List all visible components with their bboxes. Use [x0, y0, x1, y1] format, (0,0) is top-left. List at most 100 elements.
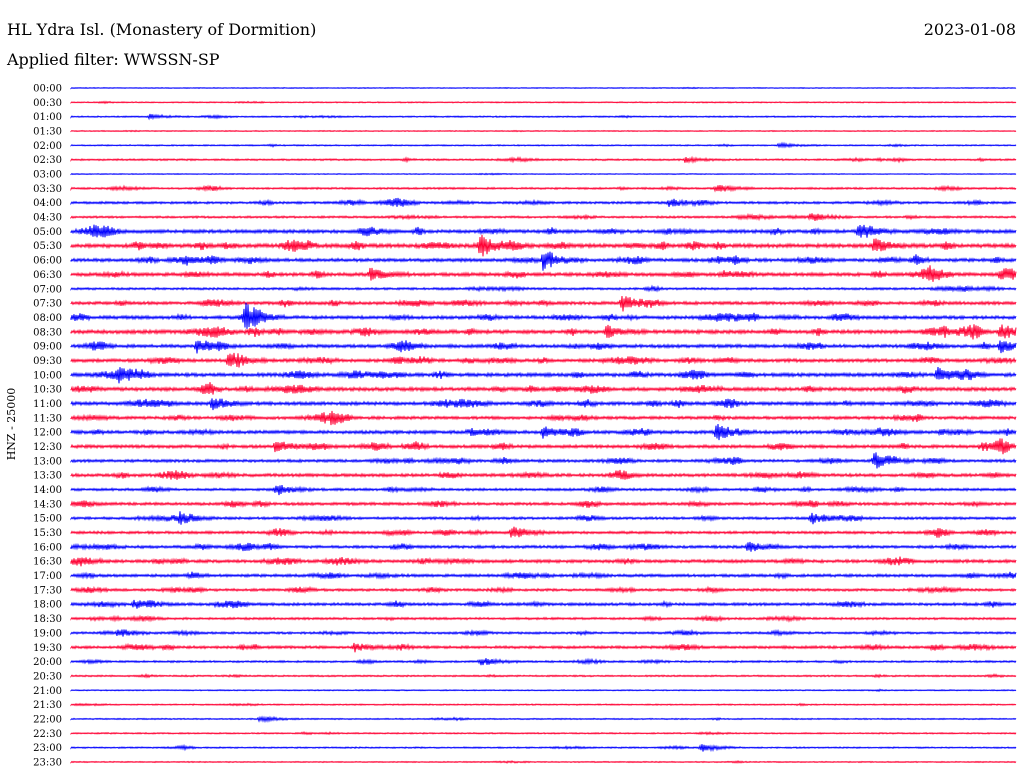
trace-2000: [70, 657, 1017, 666]
trace-0200: [70, 141, 1017, 149]
trace-1000: [70, 366, 1017, 384]
trace-1730: [70, 585, 1017, 595]
row-label-2200: 22:00: [33, 714, 62, 725]
station-title: HL Ydra Isl. (Monastery of Dormition): [7, 20, 317, 39]
row-label-1830: 18:30: [33, 614, 62, 625]
trace-1230: [70, 438, 1017, 455]
row-label-1330: 13:30: [33, 471, 62, 482]
row-label-2100: 21:00: [33, 686, 62, 697]
trace-0530: [70, 234, 1017, 257]
row-label-1300: 13:00: [33, 456, 62, 467]
row-label-0730: 07:30: [33, 299, 62, 310]
trace-1300: [70, 452, 1017, 469]
trace-2230: [70, 731, 1017, 736]
trace-0400: [70, 197, 1017, 208]
row-label-1000: 10:00: [33, 370, 62, 381]
row-label-1600: 16:00: [33, 542, 62, 553]
row-label-1430: 14:30: [33, 499, 62, 510]
trace-1530: [70, 526, 1017, 538]
row-label-0630: 06:30: [33, 270, 62, 281]
row-label-0900: 09:00: [33, 342, 62, 353]
row-label-0330: 03:30: [33, 184, 62, 195]
trace-1400: [70, 485, 1017, 496]
trace-0330: [70, 184, 1017, 193]
row-label-1230: 12:30: [33, 442, 62, 453]
row-label-1400: 14:00: [33, 485, 62, 496]
row-label-0100: 01:00: [33, 112, 62, 123]
row-label-0430: 04:30: [33, 213, 62, 224]
trace-1030: [70, 382, 1017, 395]
trace-1430: [70, 499, 1017, 509]
row-label-1030: 10:30: [33, 385, 62, 396]
trace-2100: [70, 688, 1017, 693]
trace-2200: [70, 715, 1017, 724]
row-label-0400: 04:00: [33, 198, 62, 209]
row-label-1730: 17:30: [33, 585, 62, 596]
trace-1630: [70, 556, 1017, 567]
row-label-1530: 15:30: [33, 528, 62, 539]
trace-2330: [70, 759, 1017, 764]
trace-0900: [70, 340, 1017, 354]
trace-2130: [70, 702, 1017, 707]
row-label-0230: 02:30: [33, 155, 62, 166]
date-label: 2023-01-08: [923, 20, 1016, 39]
trace-0930: [70, 352, 1017, 368]
row-label-2330: 23:30: [33, 757, 62, 768]
row-label-0800: 08:00: [33, 313, 62, 324]
trace-0600: [70, 251, 1017, 271]
row-label-0530: 05:30: [33, 241, 62, 252]
trace-1700: [70, 571, 1017, 580]
row-label-1900: 19:00: [33, 628, 62, 639]
trace-0000: [70, 86, 1017, 90]
trace-1100: [70, 398, 1017, 411]
trace-2030: [70, 673, 1017, 679]
trace-2300: [70, 743, 1017, 753]
trace-0700: [70, 284, 1017, 293]
trace-1800: [70, 599, 1017, 609]
row-label-0600: 06:00: [33, 256, 62, 267]
row-label-0500: 05:00: [33, 227, 62, 238]
row-labels: 00:00 00:30 01:00 01:30 02:00 02:30 03:00 03:30…: [33, 84, 62, 769]
trace-0430: [70, 212, 1017, 222]
row-label-2030: 20:30: [33, 671, 62, 682]
row-label-0700: 07:00: [33, 284, 62, 295]
row-label-1700: 17:00: [33, 571, 62, 582]
trace-1600: [70, 541, 1017, 552]
trace-0230: [70, 155, 1017, 164]
trace-0800: [70, 302, 1017, 329]
row-label-0130: 01:30: [33, 127, 62, 138]
row-label-2300: 23:00: [33, 743, 62, 754]
row-label-0300: 03:00: [33, 170, 62, 181]
row-label-2230: 22:30: [33, 729, 62, 740]
row-label-1930: 19:30: [33, 643, 62, 654]
trace-1830: [70, 614, 1017, 623]
row-label-1630: 16:30: [33, 557, 62, 568]
row-label-0030: 00:30: [33, 98, 62, 109]
trace-0130: [70, 129, 1017, 133]
seismic-traces: [70, 86, 1017, 764]
trace-0030: [70, 100, 1017, 105]
row-label-2130: 21:30: [33, 700, 62, 711]
row-label-0000: 00:00: [33, 84, 62, 95]
row-label-2000: 20:00: [33, 657, 62, 668]
trace-0300: [70, 172, 1017, 176]
filter-label: Applied filter: WWSSN-SP: [7, 50, 220, 69]
trace-0830: [70, 324, 1017, 340]
trace-1900: [70, 628, 1017, 637]
row-label-1800: 18:00: [33, 600, 62, 611]
trace-1200: [70, 424, 1017, 441]
trace-0500: [70, 224, 1017, 238]
row-label-1500: 15:00: [33, 514, 62, 525]
trace-0630: [70, 265, 1017, 282]
trace-1500: [70, 511, 1017, 525]
trace-0730: [70, 295, 1017, 312]
row-label-1100: 11:00: [33, 399, 62, 410]
trace-1930: [70, 642, 1017, 653]
row-label-1130: 11:30: [33, 413, 62, 424]
row-label-0930: 09:30: [33, 356, 62, 367]
row-label-0830: 08:30: [33, 327, 62, 338]
trace-0100: [70, 113, 1017, 121]
trace-1330: [70, 469, 1017, 480]
row-label-1200: 12:00: [33, 428, 62, 439]
